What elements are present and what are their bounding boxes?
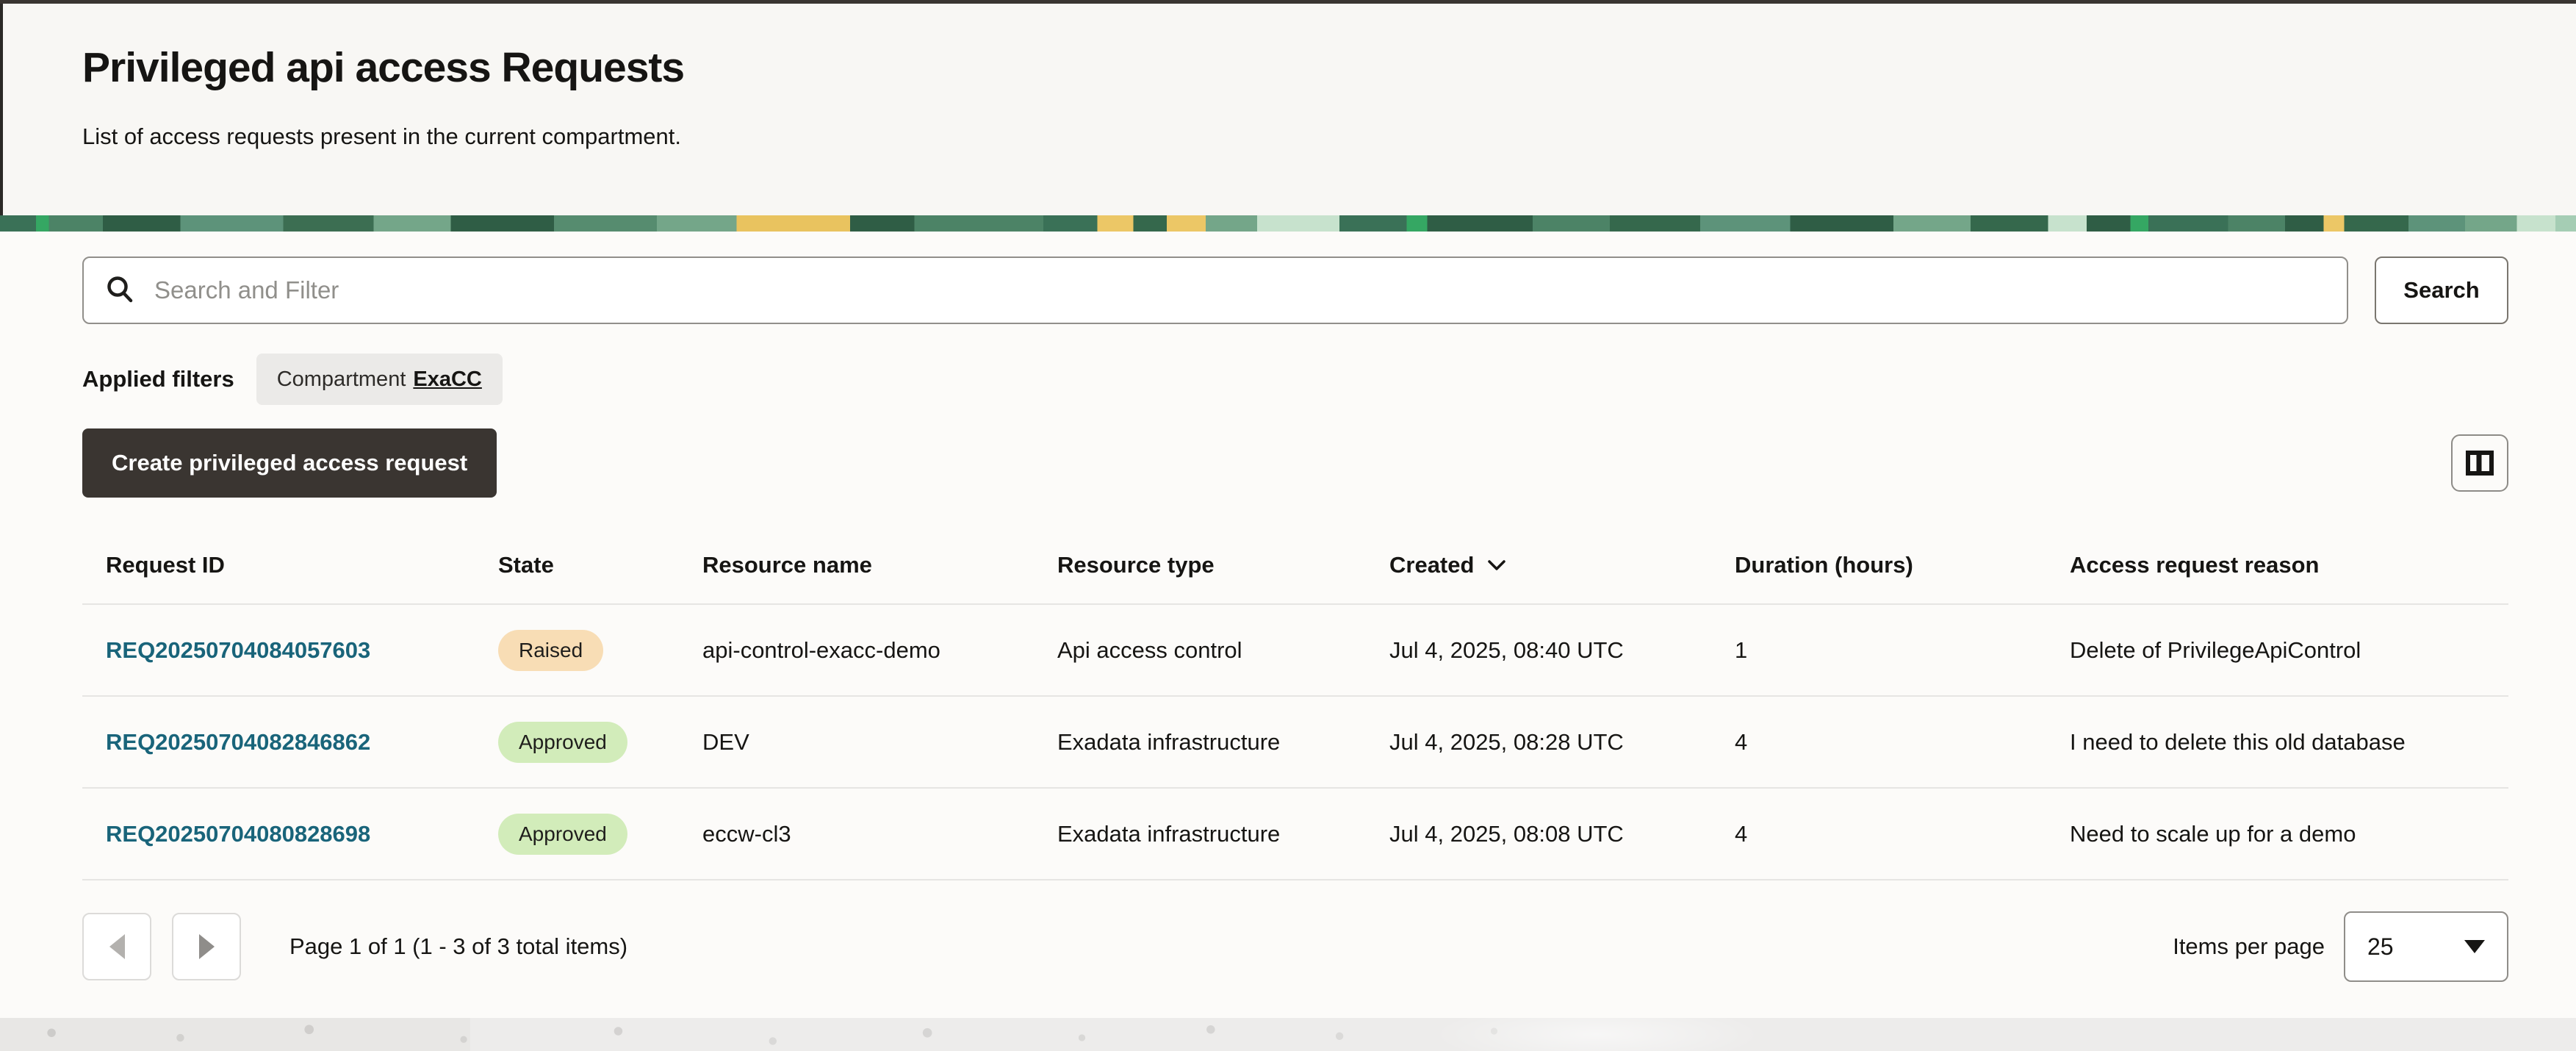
bottom-strip-texture <box>0 1018 2576 1051</box>
request-id-link[interactable]: REQ20250704082846862 <box>106 728 371 755</box>
items-per-page-group: Items per page 25 <box>2173 911 2508 982</box>
actions-row: Create privileged access request <box>82 428 2508 498</box>
duration-cell: 4 <box>1735 820 1748 847</box>
column-header-resource-name[interactable]: Resource name <box>702 552 872 578</box>
resource-type-cell: Exadata infrastructure <box>1057 820 1281 847</box>
column-header-access-request-reason[interactable]: Access request reason <box>2070 552 2320 578</box>
decorative-banner <box>0 215 2576 232</box>
created-cell: Jul 4, 2025, 08:40 UTC <box>1389 636 1624 663</box>
resource-name-cell: eccw-cl3 <box>702 820 791 847</box>
request-id-link[interactable]: REQ20250704080828698 <box>106 820 371 847</box>
page-header: Privileged api access Requests List of a… <box>0 4 2576 215</box>
filter-chip-prefix: Compartment <box>276 367 406 391</box>
pagination-summary: Page 1 of 1 (1 - 3 of 3 total items) <box>289 933 628 959</box>
search-row: Search <box>82 257 2508 324</box>
resource-type-cell: Exadata infrastructure <box>1057 728 1281 755</box>
items-per-page-select[interactable]: 25 <box>2344 911 2508 982</box>
request-id-cell: REQ20250704082846862 <box>106 729 498 756</box>
table-row: REQ20250704080828698 Approved eccw-cl3 E… <box>82 789 2508 880</box>
page-title: Privileged api access Requests <box>82 44 685 91</box>
request-id-cell: REQ20250704084057603 <box>106 637 498 664</box>
requests-table: Request ID State Resource name Resource … <box>82 527 2508 880</box>
status-badge: Approved <box>498 721 627 763</box>
status-badge: Approved <box>498 813 627 855</box>
column-header-state[interactable]: State <box>498 552 554 578</box>
state-cell: Raised <box>498 629 702 671</box>
request-id-cell: REQ20250704080828698 <box>106 821 498 847</box>
items-per-page-value: 25 <box>2367 933 2394 960</box>
search-icon <box>107 276 133 303</box>
status-badge: Raised <box>498 629 604 671</box>
triangle-down-icon <box>2464 940 2485 953</box>
column-header-request-id[interactable]: Request ID <box>106 552 225 578</box>
resource-name-cell: api-control-exacc-demo <box>702 636 940 663</box>
main-content: Search Applied filters Compartment ExaCC… <box>0 232 2576 1018</box>
search-input[interactable] <box>154 276 2326 304</box>
filter-chip-value[interactable]: ExaCC <box>413 367 482 391</box>
resource-type-cell: Api access control <box>1057 636 1242 663</box>
reason-cell: I need to delete this old database <box>2070 728 2406 755</box>
triangle-right-icon <box>198 934 215 959</box>
search-button[interactable]: Search <box>2375 257 2508 324</box>
state-cell: Approved <box>498 721 702 763</box>
created-cell: Jul 4, 2025, 08:08 UTC <box>1389 820 1624 847</box>
filter-chip-compartment[interactable]: Compartment ExaCC <box>256 354 503 405</box>
table-columns-icon <box>2466 451 2494 476</box>
column-header-resource-type[interactable]: Resource type <box>1057 552 1215 578</box>
table-row: REQ20250704084057603 Raised api-control-… <box>82 605 2508 697</box>
reason-cell: Delete of PrivilegeApiControl <box>2070 636 2361 663</box>
table-row: REQ20250704082846862 Approved DEV Exadat… <box>82 697 2508 789</box>
create-privileged-access-request-button[interactable]: Create privileged access request <box>82 428 497 498</box>
reason-cell: Need to scale up for a demo <box>2070 820 2356 847</box>
chevron-down-icon <box>1488 560 1506 570</box>
triangle-left-icon <box>109 934 125 959</box>
next-page-button[interactable] <box>172 913 241 980</box>
top-bar <box>0 0 2576 4</box>
applied-filters-row: Applied filters Compartment ExaCC <box>82 354 2508 405</box>
items-per-page-label: Items per page <box>2173 933 2325 959</box>
duration-cell: 4 <box>1735 728 1748 755</box>
state-cell: Approved <box>498 813 702 855</box>
duration-cell: 1 <box>1735 636 1748 663</box>
pagination-row: Page 1 of 1 (1 - 3 of 3 total items) Ite… <box>82 911 2508 982</box>
search-box[interactable] <box>82 257 2348 324</box>
column-header-created[interactable]: Created <box>1389 552 1735 578</box>
previous-page-button[interactable] <box>82 913 151 980</box>
bottom-blurred-strip <box>0 1018 2576 1051</box>
request-id-link[interactable]: REQ20250704084057603 <box>106 636 371 663</box>
created-cell: Jul 4, 2025, 08:28 UTC <box>1389 728 1624 755</box>
column-header-duration[interactable]: Duration (hours) <box>1735 552 1913 578</box>
column-settings-button[interactable] <box>2451 434 2508 492</box>
page-subtitle: List of access requests present in the c… <box>82 123 681 149</box>
table-header-row: Request ID State Resource name Resource … <box>82 527 2508 605</box>
applied-filters-label: Applied filters <box>82 366 234 392</box>
resource-name-cell: DEV <box>702 728 749 755</box>
